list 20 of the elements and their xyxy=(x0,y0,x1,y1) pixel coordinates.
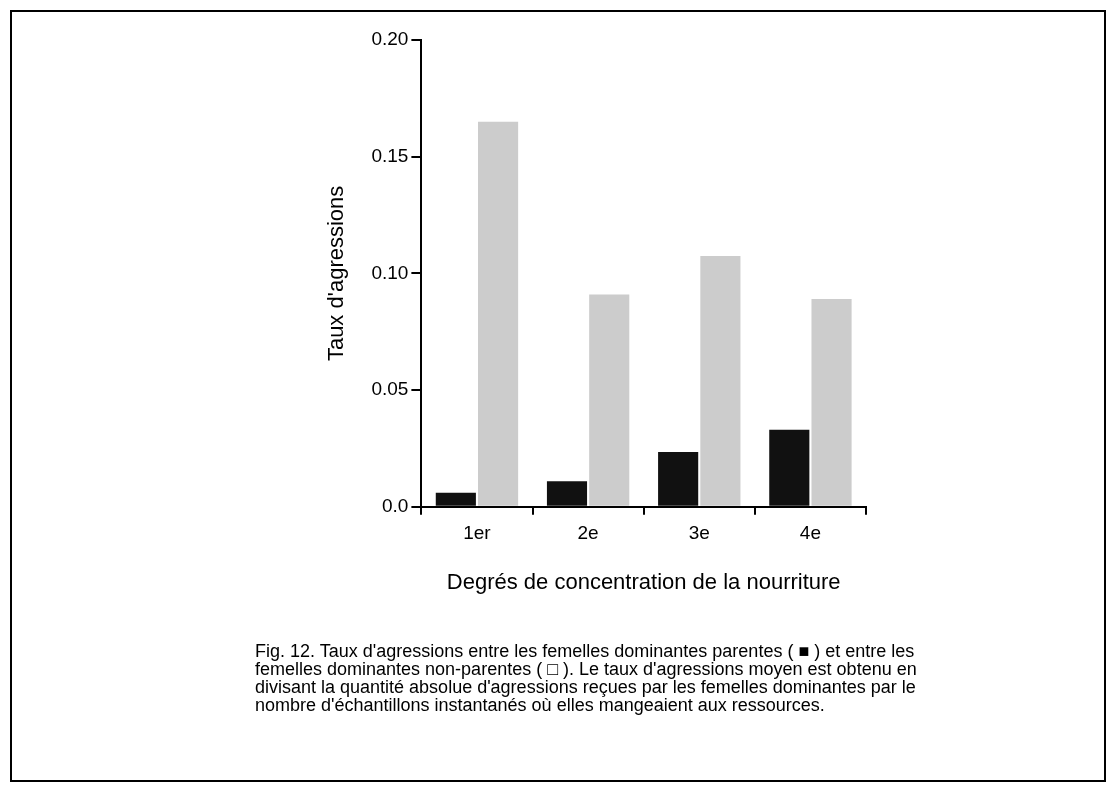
bar xyxy=(546,481,588,506)
y-axis-title: Taux d'agressions xyxy=(323,185,349,362)
x-tick-label: 2e xyxy=(577,522,599,544)
bar xyxy=(435,492,476,506)
bar xyxy=(658,451,699,506)
bar xyxy=(811,299,852,506)
y-tick-label: 0.15 xyxy=(371,144,409,166)
x-tick-label: 1er xyxy=(463,522,492,544)
x-tick-label: 4e xyxy=(799,522,821,544)
bar xyxy=(589,294,630,506)
bar xyxy=(769,429,810,506)
y-tick-label: 0.20 xyxy=(371,28,409,50)
y-tick-label: 0.10 xyxy=(371,261,409,283)
bar xyxy=(478,121,519,506)
x-tick-label: 3e xyxy=(688,522,710,544)
y-tick-label: 0.05 xyxy=(371,378,409,400)
bar xyxy=(700,255,741,506)
caption: Fig. 12. Taux d'agressions entre les femelles dominantes parentes ( ■ ) et entre les femelles dominantes non-parentes ( □ ). Le taux d'agressions moyen est obtenu en divisant la quantité absolue d'agressions reçues par les femelles dominantes par le nombre d'échantillons instantanés où elles mangeaient aux ressources. xyxy=(255,641,918,715)
y-tick-label: 0.0 xyxy=(381,495,409,517)
x-axis-title: Degrés de concentration de la nourriture xyxy=(446,568,841,594)
